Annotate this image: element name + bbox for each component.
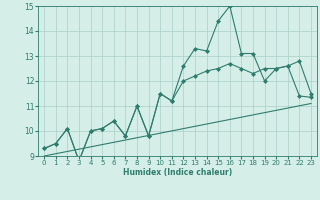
X-axis label: Humidex (Indice chaleur): Humidex (Indice chaleur) xyxy=(123,168,232,177)
